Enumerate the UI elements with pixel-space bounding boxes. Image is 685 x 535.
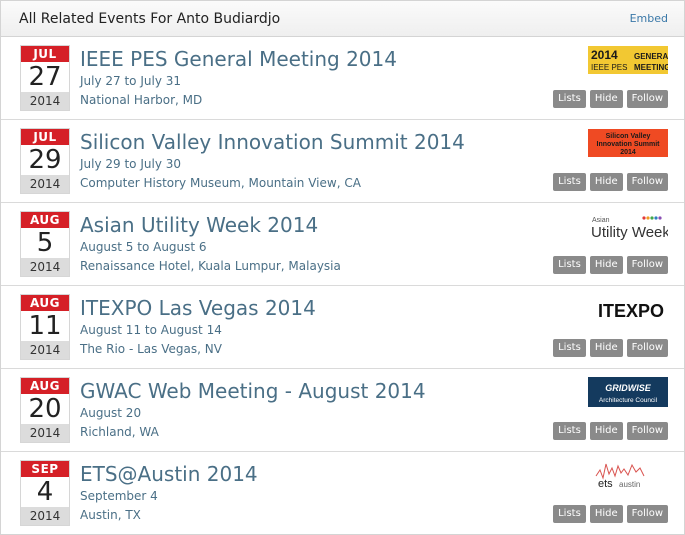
event-actions: Lists Hide Follow — [553, 90, 668, 108]
date-month: AUG — [21, 378, 69, 394]
event-title-link[interactable]: Silicon Valley Innovation Summit 2014 — [80, 130, 465, 154]
event-dates: August 20 — [80, 406, 142, 420]
event-dates: July 29 to July 30 — [80, 157, 182, 171]
hide-button[interactable]: Hide — [589, 256, 623, 274]
event-dates: August 5 to August 6 — [80, 240, 207, 254]
event-dates: August 11 to August 14 — [80, 323, 222, 337]
event-title-link[interactable]: ETS@Austin 2014 — [80, 462, 258, 486]
logo-word-general: GENERAL — [634, 52, 668, 61]
logo-word-council: Architecture Council — [599, 397, 658, 404]
event-actions: Lists Hide Follow — [553, 505, 668, 523]
event-actions: Lists Hide Follow — [553, 422, 668, 440]
event-title-link[interactable]: GWAC Web Meeting - August 2014 — [80, 379, 426, 403]
event-row: JUL 29 2014 Silicon Valley Innovation Su… — [1, 120, 684, 203]
logo-org: IEEE PES — [591, 63, 627, 72]
date-badge: JUL 27 2014 — [20, 45, 70, 111]
lists-button[interactable]: Lists — [553, 422, 586, 440]
date-day: 4 — [21, 477, 69, 507]
silicon-valley-summit-logo[interactable]: Silicon Valley Innovation Summit 2014 — [588, 128, 668, 158]
event-title-link[interactable]: ITEXPO Las Vegas 2014 — [80, 296, 316, 320]
event-actions: Lists Hide Follow — [553, 339, 668, 357]
logo-word-meeting: MEETING — [634, 63, 668, 72]
hide-button[interactable]: Hide — [589, 505, 623, 523]
gridwise-logo[interactable]: GRIDWISE Architecture Council — [588, 377, 668, 407]
event-title-link[interactable]: IEEE PES General Meeting 2014 — [80, 47, 397, 71]
date-month: JUL — [21, 129, 69, 145]
asian-utility-week-logo[interactable]: Asian Utility Week — [588, 211, 668, 241]
event-row: AUG 11 2014 ITEXPO Las Vegas 2014 August… — [1, 286, 684, 369]
date-year: 2014 — [21, 424, 69, 442]
event-row: AUG 5 2014 Asian Utility Week 2014 Augus… — [1, 203, 684, 286]
date-badge: AUG 11 2014 — [20, 294, 70, 360]
event-location: Richland, WA — [80, 425, 159, 439]
date-day: 20 — [21, 394, 69, 424]
date-day: 27 — [21, 62, 69, 92]
panel-header: All Related Events For Anto Budiardjo Em… — [1, 1, 684, 37]
ets-austin-logo[interactable]: ets austin — [588, 460, 668, 490]
event-location: Renaissance Hotel, Kuala Lumpur, Malaysi… — [80, 259, 341, 273]
logo-line-3: 2014 — [620, 149, 636, 156]
date-year: 2014 — [21, 258, 69, 276]
logo-word-austin: austin — [619, 480, 640, 489]
date-year: 2014 — [21, 507, 69, 525]
logo-word-asian: Asian — [592, 217, 610, 224]
follow-button[interactable]: Follow — [626, 422, 668, 440]
date-badge: AUG 20 2014 — [20, 377, 70, 443]
logo-word-gridwise: GRIDWISE — [605, 383, 651, 393]
follow-button[interactable]: Follow — [626, 90, 668, 108]
date-badge: JUL 29 2014 — [20, 128, 70, 194]
event-location: Computer History Museum, Mountain View, … — [80, 176, 361, 190]
date-month: SEP — [21, 461, 69, 477]
event-actions: Lists Hide Follow — [553, 256, 668, 274]
ieee-pes-logo[interactable]: 2014 IEEE PES GENERAL MEETING — [588, 45, 668, 75]
hide-button[interactable]: Hide — [589, 173, 623, 191]
follow-button[interactable]: Follow — [626, 339, 668, 357]
date-month: JUL — [21, 46, 69, 62]
date-month: AUG — [21, 212, 69, 228]
date-year: 2014 — [21, 92, 69, 110]
lists-button[interactable]: Lists — [553, 505, 586, 523]
event-row: AUG 20 2014 GWAC Web Meeting - August 20… — [1, 369, 684, 452]
event-location: Austin, TX — [80, 508, 141, 522]
panel-title: All Related Events For Anto Budiardjo — [19, 10, 281, 27]
lists-button[interactable]: Lists — [553, 173, 586, 191]
date-day: 29 — [21, 145, 69, 175]
event-title-link[interactable]: Asian Utility Week 2014 — [80, 213, 319, 237]
event-row: SEP 4 2014 ETS@Austin 2014 September 4 A… — [1, 452, 684, 534]
event-actions: Lists Hide Follow — [553, 173, 668, 191]
date-year: 2014 — [21, 341, 69, 359]
logo-wordmark: ITEXPO — [598, 301, 664, 321]
lists-button[interactable]: Lists — [553, 339, 586, 357]
event-row: JUL 27 2014 IEEE PES General Meeting 201… — [1, 37, 684, 120]
lists-button[interactable]: Lists — [553, 90, 586, 108]
hide-button[interactable]: Hide — [589, 339, 623, 357]
embed-link[interactable]: Embed — [629, 12, 668, 25]
date-day: 11 — [21, 311, 69, 341]
event-dates: September 4 — [80, 489, 158, 503]
logo-line-2: Innovation Summit — [597, 141, 661, 148]
follow-button[interactable]: Follow — [626, 505, 668, 523]
event-dates: July 27 to July 31 — [80, 74, 182, 88]
event-location: National Harbor, MD — [80, 93, 203, 107]
lists-button[interactable]: Lists — [553, 256, 586, 274]
logo-year: 2014 — [591, 48, 618, 62]
follow-button[interactable]: Follow — [626, 173, 668, 191]
logo-word-utility-week: Utility Week — [591, 224, 668, 240]
date-badge: SEP 4 2014 — [20, 460, 70, 526]
itexpo-logo[interactable]: ITEXPO — [588, 294, 668, 324]
logo-line-1: Silicon Valley — [606, 133, 651, 140]
hide-button[interactable]: Hide — [589, 90, 623, 108]
date-month: AUG — [21, 295, 69, 311]
follow-button[interactable]: Follow — [626, 256, 668, 274]
hide-button[interactable]: Hide — [589, 422, 623, 440]
event-location: The Rio - Las Vegas, NV — [80, 342, 222, 356]
date-year: 2014 — [21, 175, 69, 193]
date-badge: AUG 5 2014 — [20, 211, 70, 277]
date-day: 5 — [21, 228, 69, 258]
logo-word-ets: ets — [598, 478, 613, 490]
